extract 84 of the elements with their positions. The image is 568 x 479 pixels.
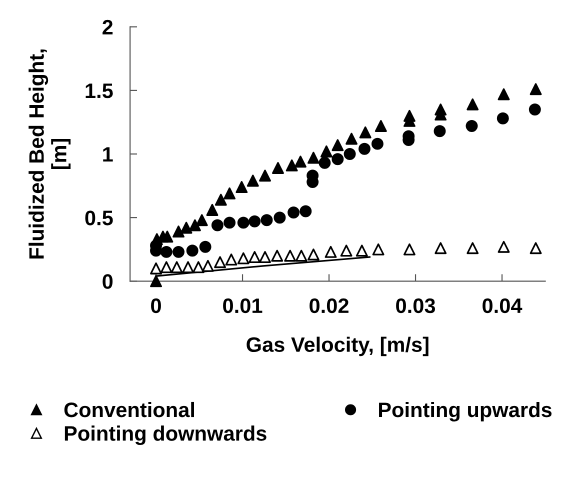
point: [172, 246, 184, 258]
y-tick-label: 1: [103, 147, 113, 162]
x-axis-title: Gas Velocity, [m/s]: [246, 336, 428, 356]
y-tick-label: 0.5: [85, 210, 113, 226]
point: [150, 262, 162, 274]
point: [286, 159, 298, 172]
point: [248, 251, 261, 263]
point: [246, 174, 259, 187]
x-tick-label: 0.04: [482, 298, 522, 314]
point: [182, 261, 194, 274]
y-tick-label: 1.5: [86, 84, 113, 98]
point: [320, 145, 332, 158]
point: [372, 243, 384, 256]
point: [170, 261, 183, 274]
point: [371, 138, 384, 150]
point: [528, 104, 541, 116]
point: [356, 244, 368, 257]
y-axis-title: Fluidized Bed Height, [m]: [28, 49, 71, 258]
x-tick-label: 0: [151, 298, 161, 314]
point: [346, 132, 358, 145]
point: [344, 148, 356, 160]
point: [224, 216, 236, 229]
point: [300, 205, 312, 218]
point: [214, 256, 226, 268]
point: [530, 83, 542, 96]
point: [498, 240, 510, 253]
point: [324, 246, 337, 258]
point: [274, 212, 286, 224]
point: [172, 226, 184, 238]
legend-label: Conventional: [64, 402, 194, 418]
point: [248, 215, 261, 228]
point: [332, 139, 344, 152]
point: [374, 120, 387, 132]
point: [466, 120, 478, 132]
point: [498, 88, 510, 100]
legend-label: Pointing downwards: [64, 426, 266, 446]
point: [259, 251, 271, 263]
point: [237, 252, 250, 264]
point: [434, 125, 446, 138]
point: [161, 230, 174, 243]
point: [403, 243, 416, 256]
point: [150, 275, 162, 288]
point: [466, 98, 479, 110]
point: [260, 214, 273, 226]
point: [186, 244, 198, 257]
point: [496, 112, 509, 124]
point: [196, 214, 208, 226]
point: [225, 254, 238, 266]
point: [199, 240, 212, 253]
point: [466, 242, 479, 254]
point: [340, 244, 352, 257]
point: [211, 219, 224, 232]
point: [294, 156, 306, 168]
point: [259, 170, 271, 182]
point: [530, 242, 542, 254]
x-tick-label: 0.02: [310, 298, 348, 314]
point: [236, 181, 248, 194]
point: [180, 222, 192, 234]
point: [288, 206, 300, 218]
point: [202, 260, 214, 272]
point: [192, 261, 204, 274]
point: [434, 242, 447, 254]
point: [284, 250, 296, 262]
point: [224, 187, 236, 200]
x-tick-label: 0.03: [396, 298, 436, 314]
point: [359, 126, 372, 138]
point: [332, 153, 344, 166]
point: [295, 250, 308, 262]
point: [160, 246, 172, 258]
y-tick-label: 2: [102, 20, 113, 34]
point: [307, 248, 320, 260]
point: [160, 261, 172, 274]
point: [206, 204, 218, 216]
legend-label: Pointing upwards: [379, 402, 552, 422]
point: [307, 152, 320, 164]
point: [237, 216, 250, 229]
point: [272, 162, 284, 174]
point: [271, 250, 284, 262]
y-tick-label: 0: [102, 274, 113, 289]
x-tick-label: 0.01: [223, 298, 262, 314]
point: [214, 194, 227, 206]
point: [318, 156, 331, 169]
point: [358, 142, 370, 155]
point: [188, 219, 201, 232]
